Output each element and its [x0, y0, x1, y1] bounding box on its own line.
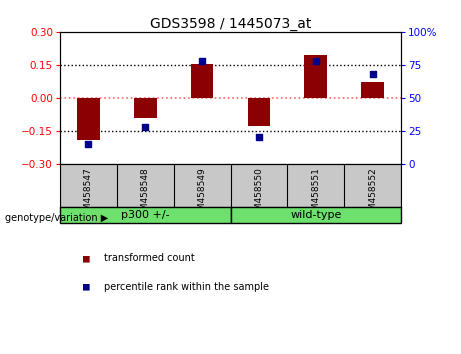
Bar — [304, 55, 327, 98]
Bar — [191, 64, 213, 98]
Text: wild-type: wild-type — [290, 210, 342, 220]
Text: GSM458550: GSM458550 — [254, 167, 263, 222]
Text: transformed count: transformed count — [104, 253, 195, 263]
Bar — [248, 98, 270, 126]
Point — [369, 71, 376, 77]
Text: percentile rank within the sample: percentile rank within the sample — [104, 282, 269, 292]
Text: GSM458551: GSM458551 — [311, 167, 320, 222]
Text: ■: ■ — [83, 282, 90, 292]
Bar — [134, 98, 157, 118]
Text: GSM458547: GSM458547 — [84, 167, 93, 222]
Bar — [361, 82, 384, 98]
Point — [85, 141, 92, 147]
Text: GSM458552: GSM458552 — [368, 167, 377, 222]
Point — [198, 58, 206, 64]
Point — [142, 124, 149, 130]
Bar — [60, 206, 230, 223]
Point — [312, 58, 319, 64]
Bar — [77, 98, 100, 139]
Text: GSM458549: GSM458549 — [198, 167, 207, 222]
Text: genotype/variation ▶: genotype/variation ▶ — [5, 213, 108, 223]
Bar — [230, 206, 401, 223]
Text: ■: ■ — [83, 253, 90, 263]
Point — [255, 135, 263, 140]
Text: GSM458548: GSM458548 — [141, 167, 150, 222]
Text: p300 +/-: p300 +/- — [121, 210, 170, 220]
Title: GDS3598 / 1445073_at: GDS3598 / 1445073_at — [150, 17, 311, 31]
